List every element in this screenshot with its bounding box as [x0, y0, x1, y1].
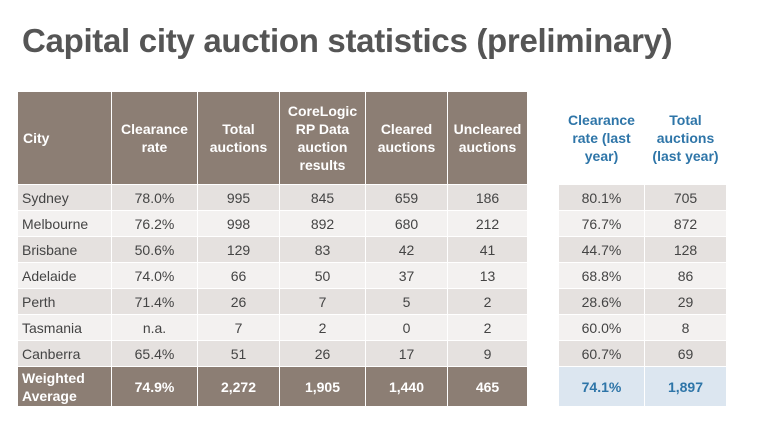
- table-cell: 892: [279, 210, 366, 237]
- header-row: Clearance rate (last year) Total auction…: [558, 91, 727, 185]
- table-cell: 74.0%: [111, 262, 198, 289]
- table-cell: 995: [197, 184, 280, 211]
- table-row: Sydney 78.0% 995 845 659 186: [17, 184, 528, 211]
- table-cell: 26: [197, 288, 280, 315]
- city-name: Adelaide: [17, 262, 112, 289]
- page-title: Capital city auction statistics (prelimi…: [22, 22, 673, 59]
- table-cell: 76.2%: [111, 210, 198, 237]
- table-cell: 80.1%: [558, 184, 645, 211]
- table-cell: 50: [279, 262, 366, 289]
- table-row: Tasmania n.a. 7 2 0 2: [17, 314, 528, 341]
- table-cell: 0: [365, 314, 448, 341]
- footer-cell: 74.1%: [558, 366, 645, 407]
- table-cell: 69: [644, 340, 727, 367]
- table-row: Adelaide 74.0% 66 50 37 13: [17, 262, 528, 289]
- table-cell: 872: [644, 210, 727, 237]
- table-cell: 129: [197, 236, 280, 263]
- table-cell: 2: [447, 288, 528, 315]
- table-cell: 186: [447, 184, 528, 211]
- header-city: City: [17, 91, 112, 185]
- footer-cell: 74.9%: [111, 366, 198, 407]
- header-row: City Clearance rate Total auctions CoreL…: [17, 91, 528, 185]
- header-clearance-rate: Clearance rate: [111, 91, 198, 185]
- table-cell: 5: [365, 288, 448, 315]
- table-cell: 659: [365, 184, 448, 211]
- table-cell: 13: [447, 262, 528, 289]
- table-row: 60.7% 69: [558, 340, 727, 367]
- table-cell: 7: [197, 314, 280, 341]
- footer-cell: 465: [447, 366, 528, 407]
- table-cell: 705: [644, 184, 727, 211]
- header-total-auctions-last-year: Total auctions (last year): [644, 91, 727, 185]
- weighted-average-row: Weighted Average 74.9% 2,272 1,905 1,440…: [17, 366, 528, 407]
- table-cell: 37: [365, 262, 448, 289]
- city-name: Tasmania: [17, 314, 112, 341]
- table-cell: 680: [365, 210, 448, 237]
- table-cell: 51: [197, 340, 280, 367]
- city-name: Brisbane: [17, 236, 112, 263]
- table-cell: 26: [279, 340, 366, 367]
- weighted-average-row: 74.1% 1,897: [558, 366, 727, 407]
- city-name: Melbourne: [17, 210, 112, 237]
- table-row: 28.6% 29: [558, 288, 727, 315]
- table-cell: 8: [644, 314, 727, 341]
- table-row: 60.0% 8: [558, 314, 727, 341]
- table-cell: 28.6%: [558, 288, 645, 315]
- table-cell: 212: [447, 210, 528, 237]
- header-corelogic-results: CoreLogic RP Data auction results: [279, 91, 366, 185]
- table-cell: 42: [365, 236, 448, 263]
- table-row: 44.7% 128: [558, 236, 727, 263]
- table-row: 80.1% 705: [558, 184, 727, 211]
- table-cell: 2: [447, 314, 528, 341]
- footer-cell: 2,272: [197, 366, 280, 407]
- table-cell: n.a.: [111, 314, 198, 341]
- header-total-auctions: Total auctions: [197, 91, 280, 185]
- header-clearance-rate-last-year: Clearance rate (last year): [558, 91, 645, 185]
- table-row: 68.8% 86: [558, 262, 727, 289]
- table-cell: 29: [644, 288, 727, 315]
- table-cell: 60.7%: [558, 340, 645, 367]
- table-cell: 9: [447, 340, 528, 367]
- table-row: Perth 71.4% 26 7 5 2: [17, 288, 528, 315]
- table-cell: 76.7%: [558, 210, 645, 237]
- table-cell: 68.8%: [558, 262, 645, 289]
- table-cell: 78.0%: [111, 184, 198, 211]
- footer-label: Weighted Average: [17, 366, 112, 407]
- table-cell: 17: [365, 340, 448, 367]
- table-cell: 71.4%: [111, 288, 198, 315]
- table-cell: 845: [279, 184, 366, 211]
- table-cell: 65.4%: [111, 340, 198, 367]
- city-name: Perth: [17, 288, 112, 315]
- footer-cell: 1,440: [365, 366, 448, 407]
- table-cell: 7: [279, 288, 366, 315]
- footer-cell: 1,897: [644, 366, 727, 407]
- footer-cell: 1,905: [279, 366, 366, 407]
- table-row: Brisbane 50.6% 129 83 42 41: [17, 236, 528, 263]
- table-cell: 998: [197, 210, 280, 237]
- city-name: Canberra: [17, 340, 112, 367]
- table-cell: 66: [197, 262, 280, 289]
- table-row: Melbourne 76.2% 998 892 680 212: [17, 210, 528, 237]
- header-cleared-auctions: Cleared auctions: [365, 91, 448, 185]
- table-cell: 83: [279, 236, 366, 263]
- city-name: Sydney: [17, 184, 112, 211]
- auction-stats-table: City Clearance rate Total auctions CoreL…: [17, 91, 528, 407]
- table-cell: 50.6%: [111, 236, 198, 263]
- table-row: Canberra 65.4% 51 26 17 9: [17, 340, 528, 367]
- table-cell: 41: [447, 236, 528, 263]
- header-uncleared-auctions: Uncleared auctions: [447, 91, 528, 185]
- table-cell: 128: [644, 236, 727, 263]
- table-cell: 2: [279, 314, 366, 341]
- table-cell: 86: [644, 262, 727, 289]
- last-year-table: Clearance rate (last year) Total auction…: [558, 91, 727, 407]
- table-row: 76.7% 872: [558, 210, 727, 237]
- table-cell: 60.0%: [558, 314, 645, 341]
- table-cell: 44.7%: [558, 236, 645, 263]
